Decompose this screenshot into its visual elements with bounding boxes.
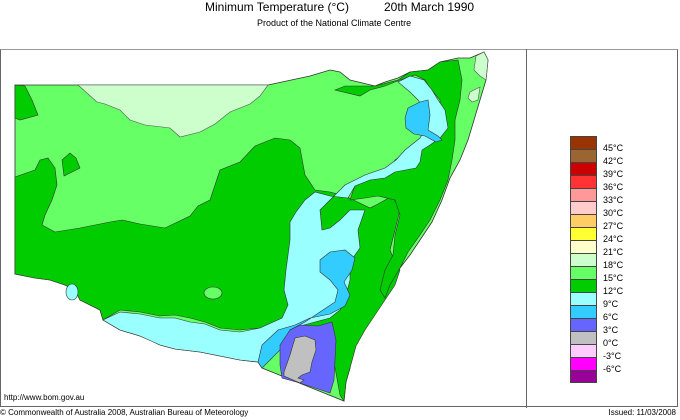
legend-label: 15°C	[603, 273, 624, 283]
legend-item: 36°C	[570, 175, 680, 192]
map-date: 20th March 1990	[384, 0, 475, 14]
legend-label: 42°C	[603, 156, 624, 166]
region-0-3	[283, 335, 317, 384]
region-12-15-west-patch	[14, 84, 39, 121]
legend-item: 39°C	[570, 162, 680, 179]
legend-label: -3°C	[603, 351, 622, 361]
legend-swatch	[570, 240, 597, 253]
legend-label: 45°C	[603, 143, 624, 153]
cyan-patch-west	[65, 283, 79, 301]
legend-item: 21°C	[570, 240, 680, 257]
legend-swatch	[570, 357, 597, 370]
legend-swatch	[570, 188, 597, 201]
legend-label: -6°C	[603, 364, 622, 374]
legend-item: 30°C	[570, 201, 680, 218]
legend-swatch	[570, 214, 597, 227]
legend-item: 27°C	[570, 214, 680, 231]
legend-item: 0°C	[570, 331, 680, 348]
legend: 45°C 42°C 39°C 36°C 33°C 30°C 27°C 24°C …	[570, 136, 680, 383]
region-9-12	[102, 75, 449, 369]
legend-swatch	[570, 162, 597, 175]
legend-swatch	[570, 201, 597, 214]
source-url[interactable]: http://www.bom.gov.au	[4, 393, 85, 402]
region-12-15-small-patch	[61, 152, 81, 177]
legend-label: 12°C	[603, 286, 624, 296]
region-northeast-pale-2	[467, 86, 481, 103]
legend-swatch	[570, 305, 597, 318]
region-northeast-pale	[473, 51, 489, 81]
legend-item: 3°C	[570, 318, 680, 335]
legend-swatch	[570, 331, 597, 344]
region-northwest-pale	[77, 84, 269, 138]
legend-item: -6°C	[570, 357, 680, 374]
region-6-9-north	[404, 99, 443, 143]
region-12-15-north	[334, 59, 463, 299]
legend-swatch	[570, 370, 597, 383]
legend-swatch	[570, 136, 597, 149]
lake-patch	[203, 286, 223, 300]
region-6-9-south	[257, 249, 356, 369]
legend-item	[570, 370, 680, 383]
legend-item: 42°C	[570, 149, 680, 166]
legend-item: 6°C	[570, 305, 680, 322]
legend-label: 27°C	[603, 221, 624, 231]
legend-swatch	[570, 227, 597, 240]
legend-item: 18°C	[570, 253, 680, 270]
legend-label: 6°C	[603, 312, 619, 322]
legend-item: -3°C	[570, 344, 680, 361]
issued-date: Issued: 11/03/2008	[608, 408, 676, 417]
legend-item: 24°C	[570, 227, 680, 244]
legend-item: 15°C	[570, 266, 680, 283]
legend-label: 24°C	[603, 234, 624, 244]
legend-label: 3°C	[603, 325, 619, 335]
copyright-text: © Commonwealth of Australia 2008, Austra…	[0, 408, 249, 417]
legend-item: 33°C	[570, 188, 680, 205]
panel-divider	[526, 49, 527, 408]
legend-swatch	[570, 279, 597, 292]
legend-label: 39°C	[603, 169, 624, 179]
legend-swatch	[570, 318, 597, 331]
map-frame	[0, 49, 678, 407]
legend-item: 45°C	[570, 136, 680, 153]
legend-label: 21°C	[603, 247, 624, 257]
legend-item: 9°C	[570, 292, 680, 309]
legend-label: 0°C	[603, 338, 619, 348]
legend-swatch	[570, 344, 597, 357]
legend-label: 36°C	[603, 182, 624, 192]
legend-label: 30°C	[603, 208, 624, 218]
legend-swatch	[570, 253, 597, 266]
legend-label: 9°C	[603, 299, 619, 309]
legend-swatch	[570, 292, 597, 305]
legend-swatch	[570, 266, 597, 279]
map-title: Minimum Temperature (°C)	[205, 0, 349, 14]
legend-label: 18°C	[603, 260, 624, 270]
legend-swatch	[570, 149, 597, 162]
legend-item: 12°C	[570, 279, 680, 296]
chart-header: Minimum Temperature (°C) 20th March 1990…	[0, 0, 680, 28]
legend-label: 33°C	[603, 195, 624, 205]
legend-swatch	[570, 175, 597, 188]
map-subtitle: Product of the National Climate Centre	[257, 18, 412, 28]
